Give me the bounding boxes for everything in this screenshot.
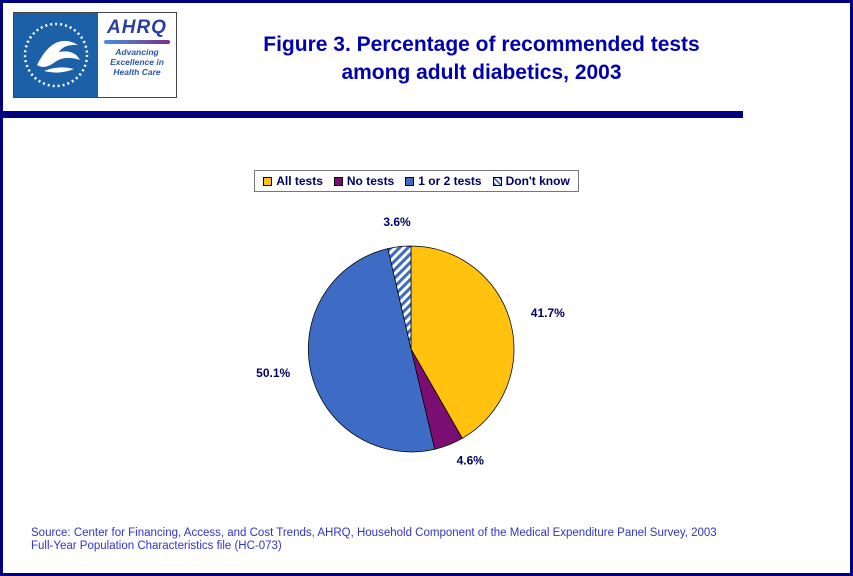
legend-item-all-tests: All tests (263, 174, 323, 188)
legend-label: All tests (276, 174, 323, 188)
chart-area: All tests No tests 1 or 2 tests Don't kn… (3, 170, 850, 489)
figure-title-line1: Figure 3. Percentage of recommended test… (263, 33, 700, 56)
legend-item-no-tests: No tests (333, 174, 395, 188)
legend-swatch-no-tests (333, 176, 343, 186)
ahrq-wordmark: AHRQ (107, 17, 167, 38)
pie-slice-all-tests (410, 245, 514, 439)
figure-title-line2: among adult diabetics, 2003 (341, 61, 622, 84)
pie-slice-1-or-2-tests (307, 248, 435, 453)
legend-label: Don't know (505, 174, 570, 188)
pie-data-label-no-tests: 4.6% (456, 453, 484, 467)
legend-swatch-dont-know (492, 176, 502, 186)
legend-swatch-all-tests (263, 176, 273, 186)
chart-legend: All tests No tests 1 or 2 tests Don't kn… (254, 170, 579, 192)
legend-item-dont-know: Don't know (492, 174, 570, 188)
pie-data-label-all-tests: 41.7% (530, 306, 564, 320)
ahrq-tagline: Advancing Excellence in Health Care (98, 47, 176, 77)
ahrq-tagline-line1: Advancing (115, 47, 159, 57)
pie-chart: 41.7% 4.6% 50.1% 3.6% (256, 215, 565, 467)
legend-swatch-1-or-2-tests (405, 176, 415, 186)
figure-title: Figure 3. Percentage of recommended test… (153, 31, 810, 87)
legend-label: 1 or 2 tests (418, 174, 482, 188)
source-line1: Source: Center for Financing, Access, an… (31, 527, 717, 539)
ahrq-tagline-line2: Excellence in (110, 57, 164, 67)
source-line2: Full-Year Population Characteristics fil… (31, 540, 282, 552)
pie-slice-don-t-know (386, 245, 411, 350)
source-note: Source: Center for Financing, Access, an… (31, 527, 830, 553)
hhs-seal-icon (14, 13, 98, 97)
ahrq-swoosh-icon (104, 40, 170, 44)
header-divider (3, 111, 743, 118)
logo-block: AHRQ Advancing Excellence in Health Care (13, 12, 177, 98)
ahrq-logo: AHRQ Advancing Excellence in Health Care (98, 13, 176, 97)
legend-item-1-or-2-tests: 1 or 2 tests (405, 174, 482, 188)
legend-label: No tests (346, 174, 395, 188)
ahrq-tagline-line3: Health Care (113, 67, 161, 77)
pie-data-label-don-t-know: 3.6% (383, 215, 411, 229)
pie-data-label-1-or-2-tests: 50.1% (256, 366, 290, 380)
